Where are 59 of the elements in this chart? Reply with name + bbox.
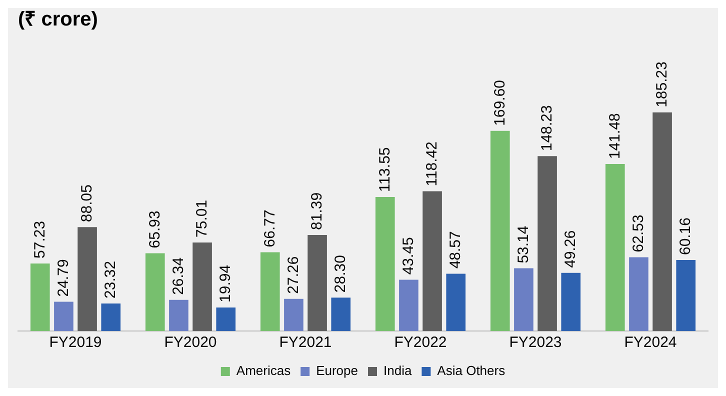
bar (605, 164, 625, 331)
bar (101, 303, 121, 331)
data-label: 75.01 (193, 200, 210, 238)
bar (145, 253, 165, 331)
x-tick-label: FY2024 (624, 334, 677, 352)
legend-label: India (383, 363, 412, 378)
data-label: 141.48 (606, 113, 624, 160)
bar (30, 263, 50, 331)
data-label: 19.94 (217, 264, 234, 302)
data-label: 60.16 (677, 217, 694, 256)
chart-title: (₹ crore) (18, 8, 98, 31)
bar (308, 234, 327, 331)
data-label: 23.32 (102, 260, 120, 298)
x-tick-label: FY2021 (279, 334, 332, 352)
data-label: 62.53 (630, 214, 647, 252)
bar (399, 280, 418, 331)
legend-label: Americas (236, 363, 292, 378)
bar (169, 300, 188, 331)
x-tick-label: FY2020 (164, 334, 217, 352)
x-tick-label: FY2023 (509, 334, 562, 352)
bar (561, 272, 581, 331)
bar (284, 298, 304, 331)
data-label: 43.45 (400, 237, 417, 275)
bar (331, 298, 351, 331)
legend-label: Asia Others (437, 363, 506, 378)
bar (490, 130, 510, 331)
bar (260, 252, 280, 331)
bar (54, 302, 74, 331)
data-label: 118.42 (423, 142, 440, 186)
data-label: 88.05 (78, 184, 96, 222)
bar (652, 112, 672, 331)
bar (629, 257, 648, 331)
bar (78, 227, 97, 331)
data-label: 24.79 (54, 259, 72, 297)
bar (422, 191, 442, 331)
data-label: 169.60 (491, 80, 508, 126)
bar (446, 274, 466, 331)
data-label: 26.34 (170, 257, 187, 295)
data-label: 28.30 (332, 255, 350, 293)
data-label: 81.39 (308, 192, 326, 230)
bar (538, 156, 557, 331)
bar (375, 197, 395, 331)
data-label: 113.55 (376, 147, 394, 192)
x-tick-label: FY2019 (49, 334, 102, 352)
legend-label: Europe (316, 363, 358, 378)
bar (514, 268, 534, 331)
data-label: 148.23 (538, 105, 556, 152)
data-label: 185.23 (653, 62, 670, 108)
data-label: 48.57 (447, 231, 464, 269)
bar (192, 242, 212, 331)
bar (676, 260, 696, 331)
data-label: 66.77 (261, 210, 278, 248)
x-tick-label: FY2022 (394, 334, 447, 352)
data-label: 49.26 (562, 230, 580, 268)
data-label: 65.93 (146, 210, 164, 248)
bar (216, 307, 236, 331)
data-label: 57.23 (31, 220, 48, 258)
data-label: 27.26 (284, 256, 302, 294)
data-label: 53.14 (514, 226, 532, 264)
